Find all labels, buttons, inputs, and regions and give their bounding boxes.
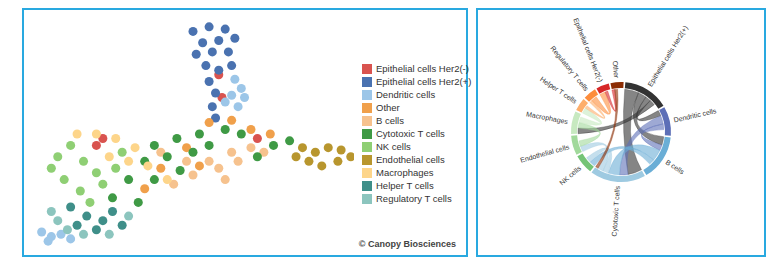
svg-text:Macrophages: Macrophages	[525, 110, 569, 126]
svg-text:Epithelial cells Her2(-): Epithelial cells Her2(-)	[571, 17, 604, 84]
svg-text:Cytotoxic T cells: Cytotoxic T cells	[611, 185, 622, 237]
svg-text:B cells: B cells	[664, 158, 686, 175]
html-text:Regulatory T cells: Regulatory T cells	[376, 193, 452, 204]
svg-text:Epithelial cells Her2(+): Epithelial cells Her2(+)	[646, 24, 690, 88]
svg-text:Endothelial cells: Endothelial cells	[519, 143, 570, 164]
html-text:Other: Other	[376, 102, 400, 113]
html-text:Endothelial cells: Endothelial cells	[376, 154, 445, 165]
svg-text:Helper T cells: Helper T cells	[538, 75, 578, 106]
html-text:Macrophages: Macrophages	[376, 167, 434, 178]
html-text:© Canopy Biosciences: © Canopy Biosciences	[358, 239, 456, 249]
html-text:Epithelial cells Her2(-): Epithelial cells Her2(-)	[376, 63, 469, 74]
html-text:Cytotoxic T cells: Cytotoxic T cells	[376, 128, 445, 139]
svg-text:Other: Other	[612, 60, 620, 79]
html-text:Epithelial cells Her2(+): Epithelial cells Her2(+)	[376, 76, 472, 87]
svg-text:Dendritic cells: Dendritic cells	[673, 107, 718, 124]
html-text:Dendritic cells: Dendritic cells	[376, 89, 436, 100]
svg-text:Regulatory T cells: Regulatory T cells	[548, 44, 590, 93]
html-text:B cells: B cells	[376, 115, 404, 126]
html-text:Helper T cells: Helper T cells	[376, 180, 434, 191]
svg-text:NK cells: NK cells	[558, 164, 582, 186]
html-text:NK cells: NK cells	[376, 141, 411, 152]
